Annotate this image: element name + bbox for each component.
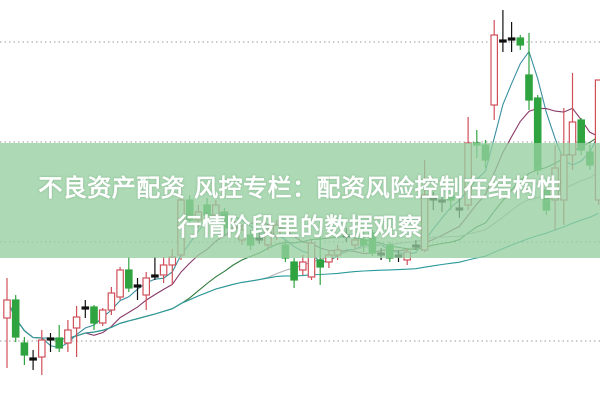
candle: [107, 287, 116, 315]
candle-body: [168, 256, 177, 266]
candle: [124, 257, 133, 292]
candle-body: [290, 261, 298, 281]
candle: [525, 33, 533, 110]
candle: [499, 10, 507, 52]
candle-body: [90, 306, 98, 324]
candle: [3, 278, 11, 368]
candle: [133, 278, 142, 300]
candle-body: [98, 309, 107, 324]
candle: [11, 295, 20, 342]
candle-body: [11, 299, 20, 338]
candle: [55, 325, 64, 352]
candle-body: [316, 259, 325, 268]
candle: [46, 333, 55, 352]
candle-body: [490, 34, 499, 106]
candle: [20, 337, 29, 365]
candle: [299, 255, 307, 275]
candle-body: [159, 264, 168, 276]
candle: [116, 267, 124, 300]
candle-body: [507, 37, 516, 41]
candle-body: [20, 342, 29, 356]
candle-body: [516, 37, 525, 46]
candle-body: [299, 261, 307, 271]
candle: [64, 320, 72, 352]
candle: [290, 258, 298, 288]
candle-body: [525, 74, 533, 101]
candle: [81, 300, 90, 318]
candle-body: [37, 339, 46, 358]
candle: [516, 35, 525, 50]
candle: [98, 308, 107, 326]
candle: [142, 272, 151, 310]
candle-body: [499, 39, 507, 43]
candle-body: [133, 284, 142, 288]
article-title-line-2: 行情阶段里的数据观察: [177, 213, 423, 241]
candle-body: [29, 357, 37, 361]
candle: [159, 257, 168, 283]
candle: [37, 330, 46, 375]
candle-body: [116, 269, 124, 298]
candle-body: [107, 292, 116, 311]
candle: [507, 22, 516, 52]
candle-body: [151, 274, 159, 278]
candle-body: [55, 337, 64, 349]
candle-body: [64, 329, 72, 344]
candle: [29, 350, 37, 370]
article-title-line-1: 不良资产配资 风控专栏：配资风险控制在结构性: [38, 174, 562, 202]
candle-body: [72, 316, 81, 329]
candle: [90, 305, 98, 330]
candle-body: [124, 269, 133, 289]
candle: [151, 257, 159, 280]
candle-body: [3, 299, 11, 319]
candle: [490, 20, 499, 120]
candle-body: [46, 337, 55, 341]
candle: [72, 306, 81, 357]
candle-body: [81, 306, 90, 310]
title-banner: 不良资产配资 风控专栏：配资风险控制在结构性 行情阶段里的数据观察: [0, 143, 600, 258]
candle-body: [142, 277, 151, 296]
